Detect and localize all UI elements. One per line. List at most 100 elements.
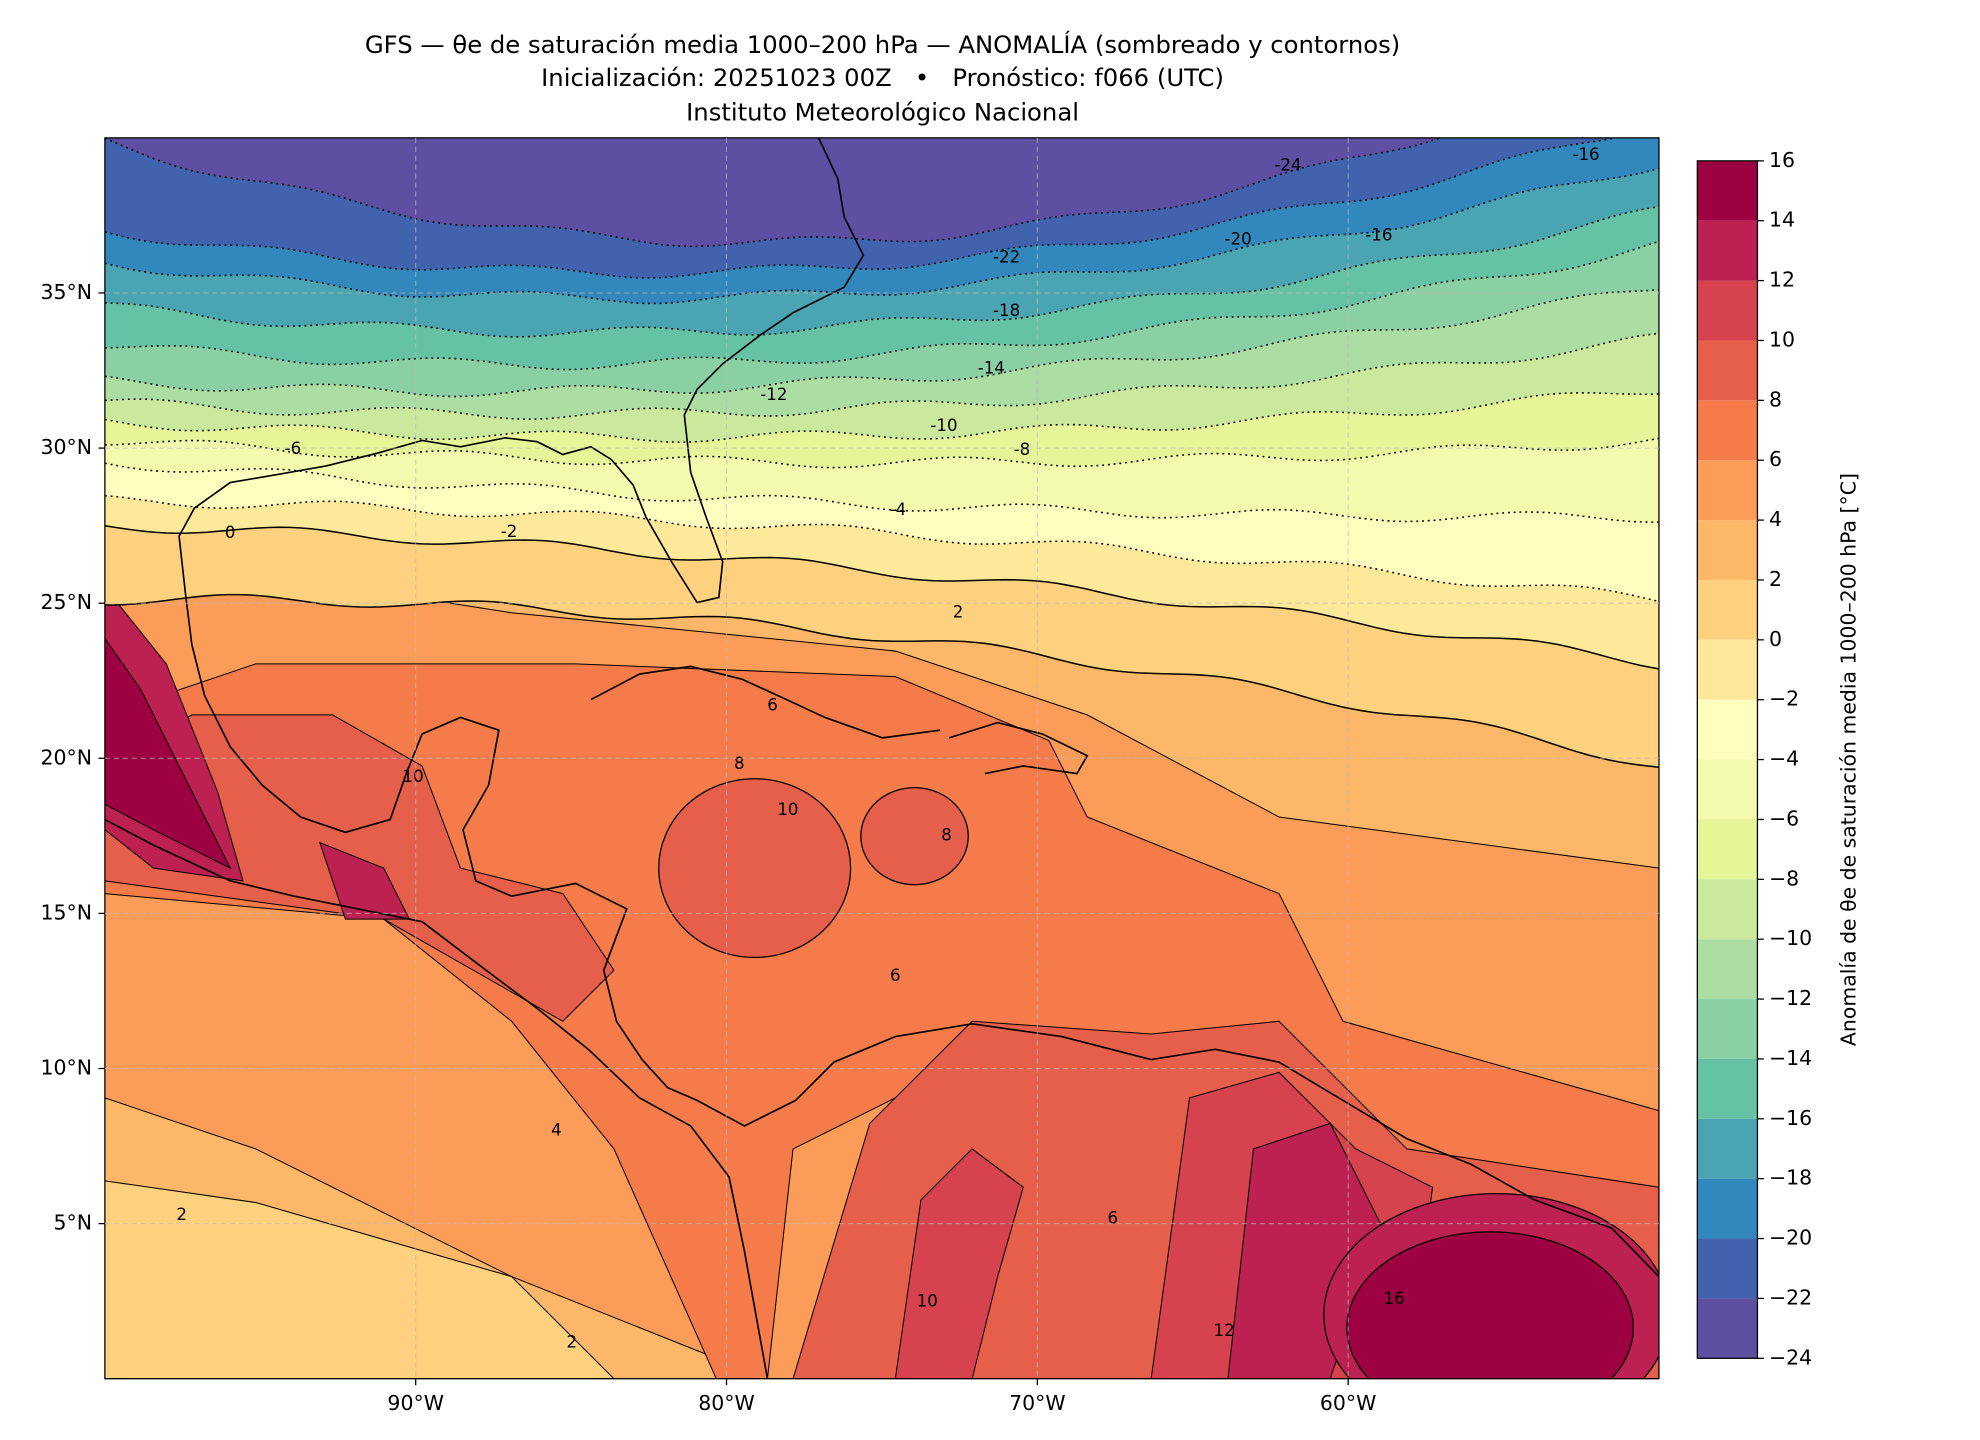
field-band xyxy=(860,787,969,886)
contour-label: -16 xyxy=(1365,226,1392,245)
colorbar-tick-label: −24 xyxy=(1769,1345,1812,1369)
colorbar: −24−22−20−18−16−14−12−10−8−6−4−202468101… xyxy=(1696,148,1812,1369)
colorbar-tick-label: 6 xyxy=(1769,447,1782,471)
x-tick-label: 90°W xyxy=(387,1391,443,1415)
y-tick-label: 5°N xyxy=(54,1211,93,1235)
x-tick-label: 80°W xyxy=(698,1391,754,1415)
colorbar-tick-label: 4 xyxy=(1769,507,1782,531)
contour-label: 10 xyxy=(917,1292,938,1311)
coastline-cuba xyxy=(590,665,941,739)
contour-label: 8 xyxy=(941,826,952,845)
colorbar-tick-label: −20 xyxy=(1769,1226,1812,1250)
subtitle: Inicialización: 20251023 00Z • Pronóstic… xyxy=(541,63,1224,92)
contour-label: 2 xyxy=(953,602,964,621)
colorbar-bin xyxy=(1697,460,1758,521)
colorbar-tick-label: −2 xyxy=(1769,687,1799,711)
contour-label: -24 xyxy=(1274,155,1301,174)
colorbar-bin xyxy=(1697,879,1758,940)
map-field: -24-22-20-18-16-16-14-12-10-8-6-4-202681… xyxy=(104,137,1659,1379)
colorbar-tick-label: −10 xyxy=(1769,926,1812,950)
colorbar-tick-label: −18 xyxy=(1769,1166,1812,1190)
x-tick-label: 60°W xyxy=(1320,1391,1376,1415)
contour-line xyxy=(104,332,1659,420)
colorbar-tick-label: −14 xyxy=(1769,1046,1812,1070)
contour-label: 12 xyxy=(1213,1321,1234,1340)
contour-label: 6 xyxy=(767,695,778,714)
colorbar-bin xyxy=(1697,579,1758,640)
y-tick-label: 15°N xyxy=(41,900,93,924)
colorbar-bin xyxy=(1697,1178,1758,1239)
colorbar-tick-label: −16 xyxy=(1769,1106,1812,1130)
contour-label: 2 xyxy=(566,1332,577,1351)
colorbar-tick-label: 8 xyxy=(1769,387,1782,411)
contour-label: -14 xyxy=(978,358,1005,377)
contour-line xyxy=(104,494,1659,603)
contour-label: -12 xyxy=(760,385,787,404)
colorbar-tick-label: −4 xyxy=(1769,747,1799,771)
colorbar-tick-label: 12 xyxy=(1769,268,1795,292)
y-tick-label: 35°N xyxy=(41,280,93,304)
colorbar-tick-label: 0 xyxy=(1769,627,1782,651)
colorbar-bin xyxy=(1697,699,1758,760)
colorbar-bin xyxy=(1697,939,1758,1000)
colorbar-bin xyxy=(1697,340,1758,401)
colorbar-tick-label: 2 xyxy=(1769,567,1782,591)
credit: Instituto Meteorológico Nacional xyxy=(686,98,1079,127)
colorbar-label: Anomalía de θe de saturación media 1000–… xyxy=(1837,473,1861,1046)
y-tick-label: 10°N xyxy=(41,1056,93,1080)
colorbar-bin xyxy=(1697,220,1758,281)
colorbar-bin xyxy=(1697,639,1758,700)
contour-line xyxy=(104,167,1659,305)
contour-line xyxy=(104,524,1659,670)
contour-label: -20 xyxy=(1225,230,1252,249)
colorbar-bin xyxy=(1697,400,1758,461)
y-tick-label: 30°N xyxy=(41,435,93,459)
contour-line xyxy=(104,205,1659,338)
contour-label: 6 xyxy=(1107,1209,1118,1228)
contour-label: 16 xyxy=(1384,1289,1405,1308)
field-band xyxy=(658,778,852,959)
colorbar-tick-label: 10 xyxy=(1769,327,1795,351)
coastline-mainland xyxy=(178,137,1659,1278)
colorbar-tick-label: −8 xyxy=(1769,866,1799,890)
contour-label: 6 xyxy=(890,966,901,985)
colorbar-bin xyxy=(1697,1058,1758,1119)
contour-line xyxy=(104,289,1659,398)
title: GFS — θe de saturación media 1000–200 hP… xyxy=(365,30,1400,59)
contour-label: 10 xyxy=(777,800,798,819)
axes: 90°W 80°W 70°W 60°W 5°N 10°N 15°N 20°N 25°N 30°N 3… xyxy=(41,137,1659,1415)
contour-line xyxy=(104,137,1619,279)
contour-line xyxy=(104,240,1659,371)
field-band xyxy=(104,1180,615,1379)
contour-label: 4 xyxy=(551,1121,562,1140)
contour-label: 0 xyxy=(225,523,236,542)
field-band xyxy=(104,137,1441,247)
colorbar-bin xyxy=(1697,759,1758,820)
x-tick-label: 70°W xyxy=(1009,1391,1065,1415)
contour-label: -2 xyxy=(501,522,518,541)
colorbar-bin xyxy=(1697,280,1758,341)
colorbar-bin xyxy=(1697,1298,1758,1359)
coastlines xyxy=(104,137,1659,1379)
colorbar-tick-label: −12 xyxy=(1769,986,1812,1010)
contour-label: -18 xyxy=(993,301,1020,320)
colorbar-bin xyxy=(1697,520,1758,580)
contour-label: -22 xyxy=(993,247,1020,266)
coastline-pacific xyxy=(104,818,769,1379)
colorbar-tick-label: −6 xyxy=(1769,806,1799,830)
contour-line xyxy=(104,392,1659,443)
coastline-hispaniola xyxy=(948,721,1089,775)
contour-label: -16 xyxy=(1572,145,1599,164)
field-band xyxy=(894,1148,1024,1379)
colorbar-bin xyxy=(1697,160,1758,221)
contour-line xyxy=(104,593,1659,768)
colorbar-bin xyxy=(1697,999,1758,1059)
contour-label: 2 xyxy=(176,1205,187,1224)
colorbar-tick-label: 14 xyxy=(1769,208,1795,232)
colorbar-bin xyxy=(1697,819,1758,880)
contour-label: -8 xyxy=(1014,440,1031,459)
colorbar-tick-label: −22 xyxy=(1769,1285,1812,1309)
colorbar-tick-label: 16 xyxy=(1769,148,1795,172)
colorbar-bin xyxy=(1697,1118,1758,1179)
